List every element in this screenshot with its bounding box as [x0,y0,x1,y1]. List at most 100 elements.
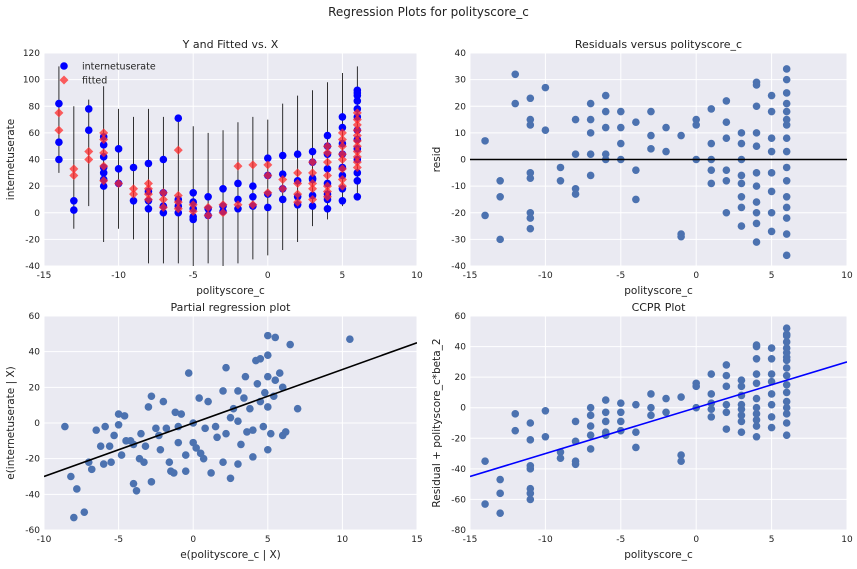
data-point [67,472,75,481]
data-point [526,465,535,473]
x-tick-label: -5 [189,271,198,281]
fitted-point [263,188,273,198]
fitted-point [99,148,109,158]
observed-point [70,206,78,214]
data-point [114,420,123,429]
data-point [243,428,251,436]
plot-content [44,331,417,522]
observed-point [159,155,168,164]
data-point [782,147,791,156]
data-point [526,436,535,444]
data-point [496,192,504,201]
fitted-point [248,160,258,170]
data-point [767,400,776,409]
data-point [782,192,791,201]
fitted-point [173,145,183,155]
data-point [199,454,208,463]
y-tick-label: -30 [451,235,466,245]
data-point [264,351,272,360]
data-point [677,457,685,466]
y-tick-label: 20 [29,383,41,393]
fitted-point [293,168,303,178]
data-point [752,410,761,418]
data-point [246,404,254,413]
data-point [105,442,114,450]
data-point [647,403,655,412]
data-point [234,460,242,468]
fitted-point [263,170,273,180]
observed-point [249,182,257,190]
fitted-point [188,200,198,210]
observed-point [55,138,63,146]
fitted-point [352,136,362,146]
fitted-point [69,164,79,174]
x-tick-label: -5 [114,535,123,545]
observed-point [144,204,153,213]
data-point [782,371,791,380]
data-point [92,426,101,434]
x-tick-label: -10 [538,535,553,545]
data-point [752,403,761,412]
data-point [496,509,504,517]
fitted-point [337,174,347,184]
data-point [782,107,791,116]
y-tick-label: 100 [23,76,40,86]
data-point [240,394,248,402]
data-point [271,333,280,342]
fitted-point [352,115,362,125]
data-point [662,123,670,132]
fitted-point [188,206,198,216]
data-point [662,394,670,403]
fitted-point [337,164,347,174]
observed-point [234,179,242,188]
data-point [526,419,535,427]
fitted-point [293,197,303,207]
data-point [481,500,489,508]
data-point [752,198,761,206]
data-point [707,413,716,421]
data-point [722,208,731,217]
fitted-point [322,148,332,158]
data-point [177,410,186,418]
fitted-point [158,202,168,212]
data-point [782,230,791,238]
observed-point [55,155,63,164]
data-point [266,429,275,438]
data-point [737,411,746,420]
data-point [722,134,731,142]
data-point [192,444,200,452]
data-point [481,211,489,220]
data-point [722,97,731,105]
data-point [204,397,212,406]
y-tick-label: 0 [34,209,40,219]
data-point [586,115,595,124]
data-point [782,380,791,389]
observed-point [353,91,362,100]
y-axis-label: e(internetuserate | X) [5,366,17,480]
data-point [541,126,550,135]
observed-point [323,131,332,140]
data-point [752,342,761,351]
data-point [170,469,178,477]
y-axis-label: Residual + polityscore_c*beta_2 [431,338,443,507]
data-point [782,364,791,372]
fitted-point [352,125,362,135]
data-point [571,115,580,124]
fitted-point [143,194,153,204]
observed-point [323,165,332,173]
data-point [601,408,610,417]
data-point [261,388,269,397]
panel-ccpr: -15 -10 -5 0 5 10 -80 -60 -40 -20 0 20 40 60 CCPR Plot… [431,301,853,561]
data-point [737,382,746,391]
data-point [211,422,220,431]
fitted-point [337,141,347,151]
data-point [571,150,580,158]
legend-label-fitted: fitted [82,76,107,87]
data-point [586,129,595,137]
observed-point [353,97,362,105]
fitted-point [143,189,153,199]
data-point [737,171,746,180]
data-point [752,416,761,424]
data-point [259,422,268,431]
observed-point [338,113,347,121]
